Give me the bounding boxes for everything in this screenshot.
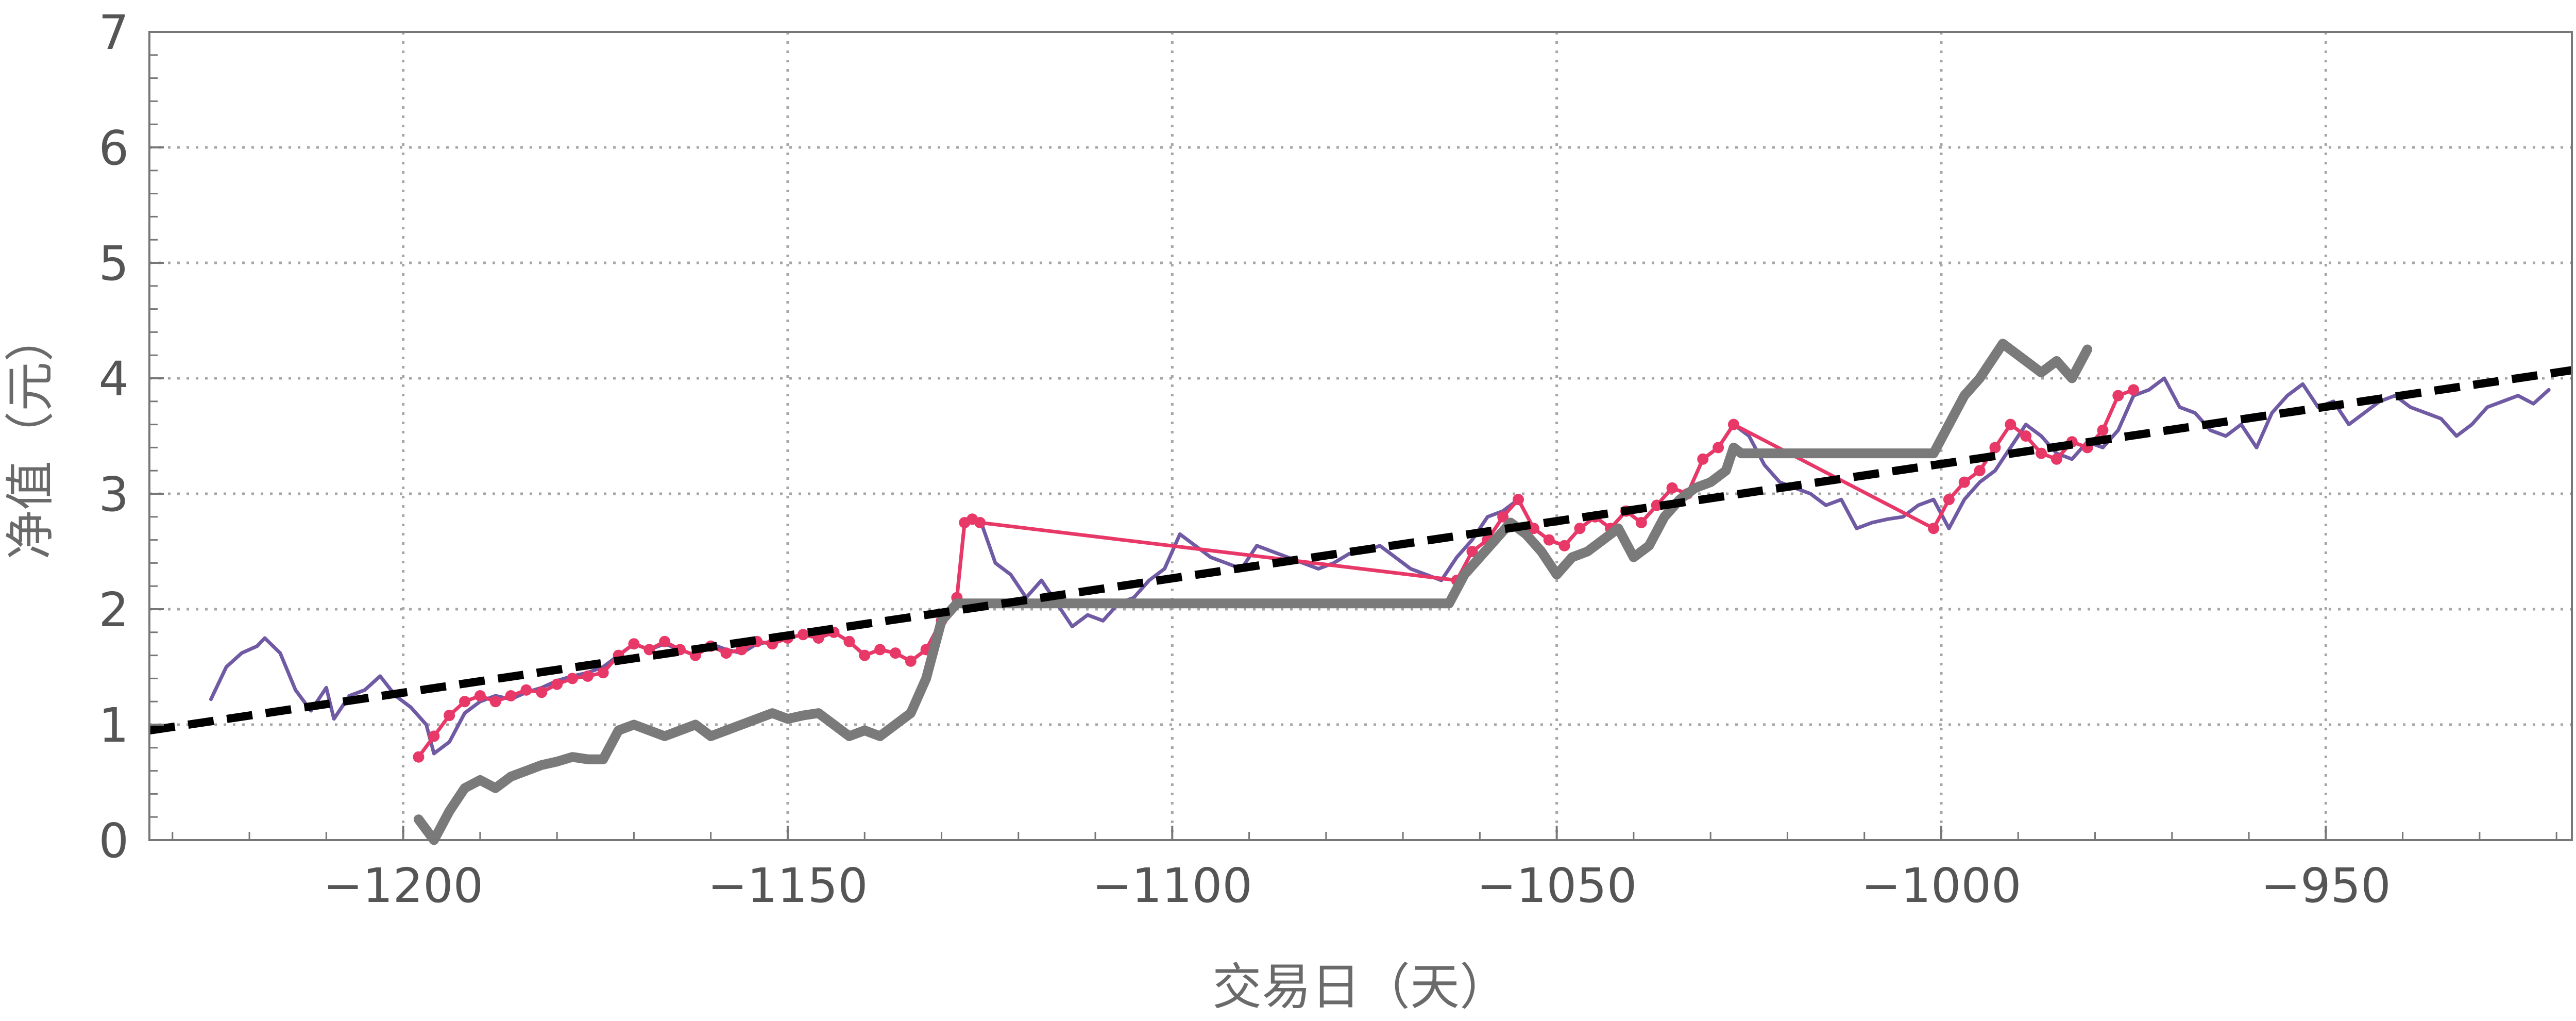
data-point — [1513, 494, 1524, 506]
series-line — [416, 388, 2136, 759]
data-point — [1528, 523, 1539, 534]
data-point — [428, 730, 440, 742]
data-point — [2036, 447, 2047, 459]
data-point — [566, 673, 578, 684]
data-point — [1497, 511, 1509, 523]
data-point — [905, 655, 917, 667]
data-point — [874, 644, 886, 656]
data-point — [720, 647, 732, 659]
data-point — [551, 678, 563, 690]
data-point — [1574, 523, 1586, 534]
y-tick-label: 3 — [98, 467, 129, 522]
series-layer — [148, 339, 2573, 845]
series-thin-line — [209, 376, 2551, 756]
data-point — [474, 690, 486, 701]
data-point — [974, 517, 986, 528]
series-dotted-line — [413, 384, 2140, 763]
data-point — [1713, 442, 1724, 454]
x-tick-label: −1150 — [707, 858, 868, 913]
x-axis-label: 交易日（天） — [1212, 958, 1509, 1016]
y-tick-label: 6 — [98, 121, 129, 176]
grid-lines — [149, 32, 2572, 840]
data-point — [505, 690, 517, 701]
data-point — [489, 696, 501, 708]
series-line — [148, 366, 2573, 735]
data-point — [643, 644, 655, 656]
data-point — [2112, 390, 2124, 401]
data-point — [1697, 453, 1709, 465]
data-point — [659, 635, 671, 647]
series-line — [413, 339, 2093, 845]
data-point — [597, 667, 609, 679]
x-tick-label: −1200 — [323, 858, 483, 913]
data-point — [628, 638, 640, 650]
data-point — [1635, 517, 1647, 528]
y-tick-label: 7 — [98, 5, 129, 60]
y-tick-label: 4 — [98, 352, 129, 407]
data-point — [1558, 540, 1570, 551]
data-point — [1943, 494, 1955, 506]
data-point — [1727, 419, 1739, 430]
data-point — [1958, 476, 1970, 488]
data-point — [582, 670, 594, 682]
x-tick-label: −950 — [2261, 858, 2391, 913]
x-tick-label: −1000 — [1861, 858, 2021, 913]
data-point — [2020, 430, 2032, 442]
data-point — [1666, 482, 1678, 494]
data-point — [1989, 442, 2001, 454]
data-point — [520, 684, 532, 696]
data-point — [413, 751, 425, 763]
data-point — [1928, 523, 1940, 534]
y-tick-label: 2 — [98, 582, 129, 638]
data-point — [889, 647, 901, 659]
series-line — [209, 376, 2551, 756]
x-tick-label: −1050 — [1477, 858, 1637, 913]
y-tick-label: 0 — [98, 813, 129, 868]
series-dashed-line — [148, 366, 2573, 735]
data-point — [859, 649, 871, 661]
data-point — [1543, 534, 1555, 546]
data-point — [444, 710, 455, 722]
data-point — [1974, 465, 1986, 477]
data-point — [2128, 384, 2140, 396]
data-point — [2005, 419, 2016, 430]
data-point — [536, 687, 548, 698]
series-thick-line — [413, 339, 2093, 845]
axis-ticks: −1200 −1150 −1100 −1050 −1000 −950 0 1 2 3 4 5 6 7 — [98, 5, 2557, 913]
data-point — [459, 696, 471, 708]
x-tick-label: −1100 — [1092, 858, 1252, 913]
y-tick-label: 1 — [98, 698, 129, 753]
data-point — [2097, 424, 2109, 436]
data-point — [1466, 546, 1478, 557]
plot-frame — [148, 31, 2573, 841]
y-axis-label: 净值（元） — [2, 312, 59, 560]
data-point — [2050, 453, 2062, 465]
data-point — [843, 635, 855, 647]
y-tick-label: 5 — [98, 236, 129, 291]
data-point — [797, 629, 809, 641]
